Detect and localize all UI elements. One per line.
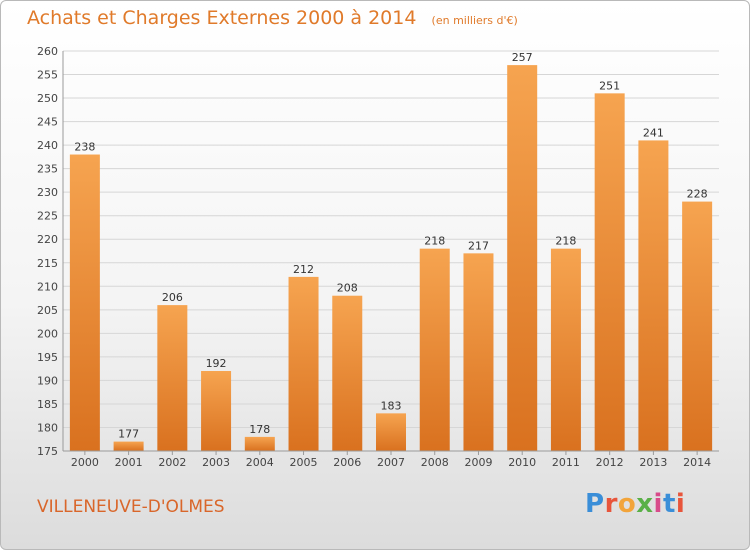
bar-value-label: 208	[337, 282, 358, 295]
y-tick-label: 260	[37, 45, 58, 58]
bar	[419, 248, 450, 451]
bar	[157, 305, 188, 451]
bar	[201, 371, 232, 451]
chart-subtitle: (en milliers d'€)	[431, 14, 518, 27]
logo-letter: t	[662, 489, 676, 519]
y-tick-label: 215	[37, 257, 58, 270]
logo-letter: P	[585, 489, 605, 519]
y-tick-label: 180	[37, 421, 58, 434]
logo-letter: x	[636, 489, 654, 519]
bar-value-label: 251	[599, 79, 620, 92]
y-tick-label: 255	[37, 69, 58, 82]
logo-letter: o	[617, 489, 637, 519]
bar-value-label: 241	[643, 126, 664, 139]
bar-value-label: 238	[74, 141, 95, 154]
axis-layer: 175 180 185 190 195 200 205 210 215 220 225 230 235 2…	[37, 45, 719, 469]
bar-value-label: 257	[512, 51, 533, 64]
y-tick-label: 245	[37, 116, 58, 129]
bar-value-label: 177	[118, 428, 139, 441]
bar	[244, 436, 275, 451]
x-tick-label: 2007	[377, 456, 405, 469]
y-tick-label: 205	[37, 304, 58, 317]
bar	[507, 65, 538, 451]
y-tick-label: 195	[37, 351, 58, 364]
bar-value-label: 228	[687, 188, 708, 201]
y-tick-label: 225	[37, 210, 58, 223]
bar	[550, 248, 581, 451]
city-name: VILLENEUVE-D'OLMES	[37, 497, 225, 517]
bar-value-label: 217	[468, 239, 489, 252]
bar-value-label: 206	[162, 291, 183, 304]
x-tick-label: 2011	[552, 456, 580, 469]
y-tick-label: 190	[37, 374, 58, 387]
x-tick-label: 2001	[115, 456, 143, 469]
x-tick-label: 2012	[596, 456, 624, 469]
bar-value-label: 178	[249, 423, 270, 436]
y-tick-label: 175	[37, 445, 58, 458]
chart-title: Achats et Charges Externes 2000 à 2014	[27, 7, 417, 29]
x-tick-label: 2010	[508, 456, 536, 469]
x-tick-label: 2009	[464, 456, 492, 469]
bar	[288, 276, 319, 451]
bar-value-label: 218	[555, 235, 576, 248]
x-tick-label: 2008	[421, 456, 449, 469]
x-tick-label: 2014	[683, 456, 711, 469]
y-tick-label: 230	[37, 186, 58, 199]
y-tick-label: 235	[37, 163, 58, 176]
logo-letter: r	[604, 489, 618, 519]
bar-value-label: 192	[206, 357, 227, 370]
x-tick-label: 2013	[639, 456, 667, 469]
bar	[638, 140, 669, 452]
bar	[594, 93, 625, 452]
bar	[69, 154, 100, 451]
x-tick-label: 2004	[246, 456, 274, 469]
bar	[463, 253, 494, 451]
bar-layer: 238 177 206 192 178 212 208 183 218 217 257 218 251 2…	[69, 51, 713, 452]
x-tick-label: 2005	[290, 456, 318, 469]
y-tick-label: 220	[37, 233, 58, 246]
y-tick-label: 210	[37, 280, 58, 293]
x-tick-label: 2000	[71, 456, 99, 469]
x-tick-label: 2002	[158, 456, 186, 469]
logo-letter: i	[653, 489, 663, 519]
bar-value-label: 183	[381, 399, 402, 412]
y-tick-label: 250	[37, 92, 58, 105]
title-row: Achats et Charges Externes 2000 à 2014 (…	[27, 7, 518, 29]
y-tick-label: 185	[37, 398, 58, 411]
y-tick-label: 240	[37, 139, 58, 152]
x-tick-label: 2006	[333, 456, 361, 469]
bar-value-label: 218	[424, 235, 445, 248]
bar	[376, 413, 406, 451]
bar	[332, 295, 363, 451]
logo-letter: i	[675, 489, 686, 519]
bar-value-label: 212	[293, 263, 314, 276]
proxiti-logo: Proxiti	[585, 489, 685, 519]
bar	[113, 441, 144, 451]
y-tick-label: 200	[37, 327, 58, 340]
x-tick-label: 2003	[202, 456, 230, 469]
bar	[682, 201, 713, 451]
